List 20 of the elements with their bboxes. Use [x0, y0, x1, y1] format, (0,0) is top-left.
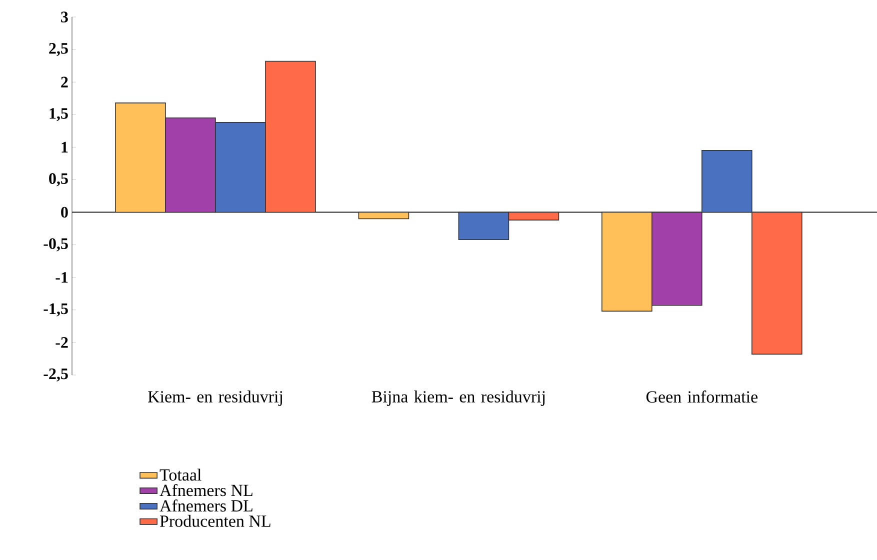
y-tick-label: -1 [56, 272, 68, 283]
y-tick-label: -2 [56, 337, 68, 348]
y-tick-label: 0 [61, 206, 68, 218]
legend-label: Afnemers DL [160, 499, 252, 512]
x-tick-label: Geen informatie [646, 390, 758, 403]
y-tick-label: 2 [61, 76, 68, 88]
y-tick-label: 0,5 [49, 173, 68, 186]
y-tick-label: -2,5 [44, 368, 68, 382]
x-tick-label: Kiem- en residuvrij [148, 390, 282, 406]
y-tick-label: 2,5 [49, 43, 68, 56]
x-tick-label: Bijna kiem- en residuvrij [372, 390, 545, 406]
y-tick-label: -1,5 [44, 303, 68, 316]
legend-label: Afnemers NL [160, 484, 252, 496]
y-tick-label: -0,5 [44, 238, 68, 252]
y-tick-label: 1 [62, 142, 68, 152]
bar [358, 212, 410, 220]
y-tick-label: 3 [61, 12, 68, 22]
y-tick-label: 1,5 [50, 108, 68, 122]
legend-label: Producenten NL [160, 514, 270, 527]
legend-label: Totaal [160, 468, 202, 481]
